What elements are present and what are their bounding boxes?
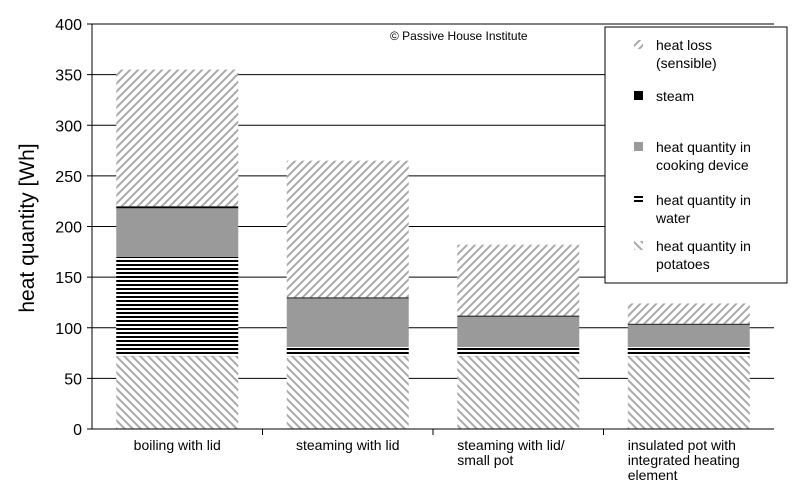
bar-segment <box>457 356 580 429</box>
y-tick-label: 300 <box>55 118 82 135</box>
y-tick-label: 100 <box>55 321 82 338</box>
bar-segment <box>627 303 750 324</box>
legend: heat loss (sensible) steam heat quantity in… <box>604 26 788 284</box>
bar-segment <box>627 323 750 325</box>
bar-segment <box>116 208 239 257</box>
bar-segment <box>286 160 409 298</box>
legend-swatch <box>634 40 643 49</box>
bar-segment <box>627 346 750 357</box>
bar-segment <box>116 356 239 429</box>
y-tick-label: 200 <box>55 220 82 237</box>
legend-swatch <box>634 91 643 100</box>
x-category-label: boiling with lid <box>134 437 221 453</box>
bar-segment <box>627 324 750 347</box>
legend-label: heat loss (sensible) <box>656 37 717 71</box>
bar-segment <box>457 244 580 316</box>
x-category-label: insulated pot with integrated heating elem… <box>628 437 740 483</box>
bar-segment <box>116 69 239 207</box>
bar-segment <box>116 206 239 209</box>
legend-label: heat quantity in cooking device <box>656 139 751 173</box>
legend-label: heat quantity in potatoes <box>656 238 751 272</box>
bar-segment <box>457 346 580 357</box>
y-tick-label: 350 <box>55 68 82 85</box>
copyright-annotation: © Passive House Institute <box>390 29 528 43</box>
bar-segment <box>286 356 409 429</box>
legend-swatch <box>634 195 643 204</box>
x-category-labels: boiling with lid steaming with lid steamin… <box>134 429 740 483</box>
legend-label: heat quantity in water <box>655 192 751 226</box>
y-tick-label: 250 <box>55 169 82 186</box>
x-category-label: steaming with lid <box>296 437 400 453</box>
y-tick-labels: 0 50 100 150 200 250 300 350 400 <box>55 17 92 439</box>
y-tick-label: 50 <box>64 371 82 388</box>
y-axis-label: heat quantity [Wh] <box>16 143 39 312</box>
bar-segment <box>286 346 409 357</box>
y-tick-label: 0 <box>73 422 82 439</box>
x-category-label: steaming with lid/small pot <box>457 437 564 468</box>
bar-segment <box>286 298 409 347</box>
legend-swatch <box>634 142 643 151</box>
bar-segment <box>457 316 580 347</box>
legend-label: steam <box>656 88 694 104</box>
legend-swatch <box>634 241 643 250</box>
y-tick-label: 400 <box>55 17 82 34</box>
bar-segment <box>627 356 750 429</box>
y-tick-label: 150 <box>55 270 82 287</box>
bar-segment <box>116 256 239 357</box>
bar-segment <box>457 315 580 317</box>
legend-box <box>604 26 788 284</box>
bars <box>116 69 750 429</box>
bar-segment <box>286 297 409 299</box>
